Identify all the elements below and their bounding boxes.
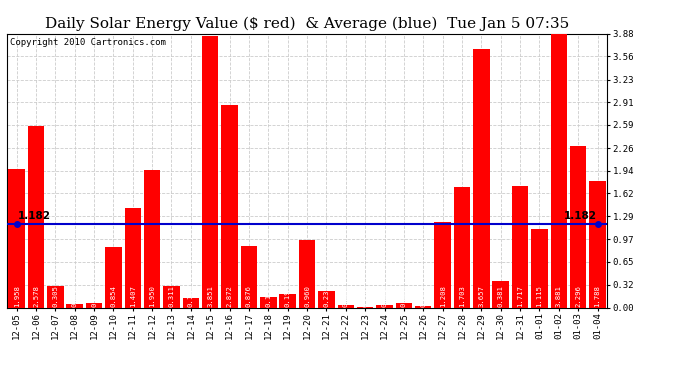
Text: 0.150: 0.150 xyxy=(266,285,271,307)
Bar xyxy=(144,170,160,308)
Bar xyxy=(66,304,83,307)
Bar xyxy=(105,247,121,308)
Bar xyxy=(473,50,490,308)
Text: 1.788: 1.788 xyxy=(595,285,600,307)
Bar xyxy=(570,146,586,308)
Bar xyxy=(589,182,606,308)
Bar xyxy=(531,229,548,308)
Text: 0.876: 0.876 xyxy=(246,285,252,307)
Bar xyxy=(124,208,141,308)
Bar xyxy=(164,285,179,308)
Text: 0.237: 0.237 xyxy=(324,285,329,307)
Bar xyxy=(454,188,470,308)
Bar xyxy=(260,297,277,307)
Text: 3.881: 3.881 xyxy=(555,285,562,307)
Text: 0.305: 0.305 xyxy=(52,285,59,307)
Text: 0.311: 0.311 xyxy=(168,285,175,307)
Text: 1.950: 1.950 xyxy=(149,285,155,307)
Bar xyxy=(202,36,219,308)
Text: 0.066: 0.066 xyxy=(91,285,97,307)
Bar xyxy=(279,294,296,307)
Bar xyxy=(299,240,315,308)
Text: 0.039: 0.039 xyxy=(343,285,348,307)
Text: 1.182: 1.182 xyxy=(17,211,50,221)
Text: 0.060: 0.060 xyxy=(401,285,407,307)
Bar xyxy=(241,246,257,308)
Text: 0.032: 0.032 xyxy=(382,285,388,307)
Bar xyxy=(337,305,354,308)
Bar xyxy=(376,305,393,308)
Text: 1.182: 1.182 xyxy=(564,211,597,221)
Text: 1.115: 1.115 xyxy=(536,285,542,307)
Text: 1.407: 1.407 xyxy=(130,285,136,307)
Title: Daily Solar Energy Value ($ red)  & Average (blue)  Tue Jan 5 07:35: Daily Solar Energy Value ($ red) & Avera… xyxy=(45,17,569,31)
Bar xyxy=(357,307,373,308)
Text: 2.872: 2.872 xyxy=(226,285,233,307)
Bar xyxy=(415,306,431,308)
Bar xyxy=(86,303,102,307)
Bar xyxy=(395,303,412,307)
Text: 3.657: 3.657 xyxy=(478,285,484,307)
Bar xyxy=(318,291,335,308)
Bar xyxy=(512,186,529,308)
Text: 0.381: 0.381 xyxy=(497,285,504,307)
Text: 0.049: 0.049 xyxy=(72,285,78,307)
Text: 1.958: 1.958 xyxy=(14,285,19,307)
Text: 0.129: 0.129 xyxy=(188,285,194,307)
Text: 0.026: 0.026 xyxy=(420,285,426,307)
Text: 1.703: 1.703 xyxy=(459,285,465,307)
Text: 2.578: 2.578 xyxy=(33,285,39,307)
Bar xyxy=(435,222,451,308)
Text: 3.851: 3.851 xyxy=(207,285,213,307)
Text: 0.960: 0.960 xyxy=(304,285,310,307)
Bar xyxy=(183,298,199,307)
Bar xyxy=(551,34,567,308)
Bar xyxy=(493,280,509,308)
Text: 0.194: 0.194 xyxy=(285,285,290,307)
Bar xyxy=(47,286,63,308)
Bar xyxy=(221,105,238,308)
Text: 0.854: 0.854 xyxy=(110,285,117,307)
Bar xyxy=(8,170,25,308)
Text: 2.296: 2.296 xyxy=(575,285,581,307)
Text: 1.717: 1.717 xyxy=(517,285,523,307)
Text: Copyright 2010 Cartronics.com: Copyright 2010 Cartronics.com xyxy=(10,38,166,47)
Bar xyxy=(28,126,44,308)
Text: 1.208: 1.208 xyxy=(440,285,446,307)
Text: 0.010: 0.010 xyxy=(362,285,368,307)
